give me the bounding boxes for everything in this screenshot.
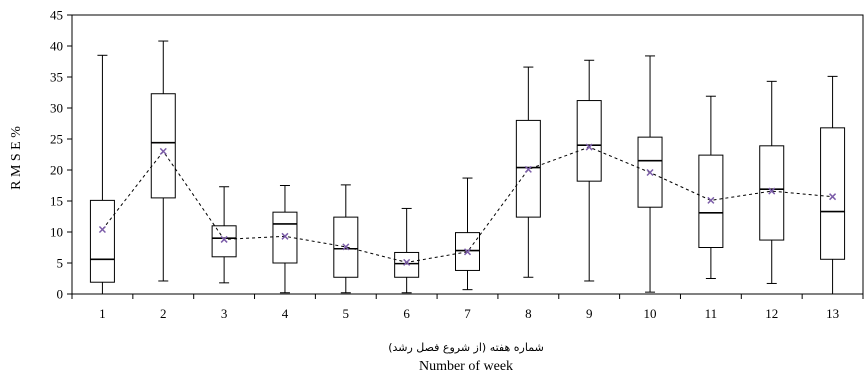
box-week-9 — [576, 59, 602, 282]
mean-marker — [646, 168, 654, 177]
box-week-2 — [150, 40, 176, 282]
y-axis: 0 5 10 15 20 25 30 35 40 45 — [50, 8, 72, 302]
x-tick-label: 13 — [826, 306, 839, 321]
y-tick-label: 25 — [50, 132, 63, 147]
y-tick-label: 45 — [50, 8, 63, 23]
box-week-6 — [394, 207, 420, 294]
mean-marker — [463, 248, 472, 256]
mean-marker-stroke — [220, 235, 228, 243]
mean-marker-stroke — [342, 243, 350, 251]
box-week-11 — [698, 95, 724, 279]
iqr-box — [89, 199, 115, 283]
x-axis: 1 2 3 4 5 6 7 8 9 10 11 12 13 — [71, 294, 864, 321]
y-tick-label: 10 — [50, 225, 63, 240]
mean-marker-stroke — [646, 168, 654, 177]
mean-marker — [342, 243, 350, 251]
boxes-layer — [89, 40, 846, 295]
plot-area — [71, 14, 864, 295]
plot-border — [71, 14, 864, 295]
mean-marker-stroke — [585, 143, 593, 151]
x-axis-title: Number of week — [419, 359, 513, 374]
x-axis-title-persian: شماره هفته (از شروع فصل رشد) — [388, 341, 544, 354]
x-tick-label: 3 — [221, 306, 228, 321]
x-tick-label: 8 — [525, 306, 532, 321]
mean-marker — [281, 232, 289, 240]
mean-marker-stroke — [281, 232, 289, 240]
mean-marker — [159, 147, 167, 155]
mean-marker — [829, 193, 837, 201]
x-tick-label: 9 — [586, 306, 593, 321]
box-week-12 — [759, 80, 785, 284]
box-week-5 — [333, 184, 359, 294]
mean-marker — [585, 143, 593, 151]
y-tick-label: 30 — [50, 101, 63, 116]
iqr-box — [211, 225, 237, 258]
y-axis-title: R M S E % — [9, 126, 24, 190]
y-tick-label: 35 — [50, 70, 63, 85]
iqr-box — [394, 251, 420, 278]
box-week-7 — [455, 177, 480, 291]
y-tick-label: 20 — [50, 163, 63, 178]
box-week-13 — [820, 75, 846, 295]
box-week-8 — [515, 66, 541, 278]
mean-marker — [707, 196, 715, 204]
box-week-1 — [89, 54, 115, 295]
x-tick-label: 6 — [403, 306, 410, 321]
mean-marker-stroke — [829, 193, 837, 201]
iqr-box — [150, 93, 176, 199]
y-tick-label: 5 — [57, 256, 64, 271]
box-week-4 — [272, 185, 298, 294]
mean-trend-layer — [98, 143, 837, 266]
iqr-box — [759, 145, 785, 241]
x-tick-label: 5 — [343, 306, 350, 321]
x-tick-label: 1 — [99, 306, 106, 321]
mean-marker — [98, 225, 106, 234]
box-week-10 — [637, 55, 663, 293]
x-tick-label: 12 — [765, 306, 778, 321]
mean-marker-stroke — [524, 165, 532, 173]
mean-marker-stroke — [403, 258, 411, 266]
mean-marker — [403, 258, 411, 266]
mean-marker-stroke — [159, 147, 167, 155]
mean-marker — [768, 187, 776, 195]
box-week-3 — [211, 186, 237, 284]
iqr-box — [576, 100, 602, 182]
x-tick-label: 11 — [705, 306, 718, 321]
x-tick-label: 7 — [464, 306, 471, 321]
x-tick-label: 10 — [644, 306, 657, 321]
y-tick-label: 15 — [50, 194, 63, 209]
mean-marker — [524, 165, 532, 173]
x-tick-label: 4 — [282, 306, 289, 321]
iqr-box — [272, 211, 298, 264]
mean-marker-stroke — [98, 225, 106, 234]
y-tick-label: 0 — [57, 287, 64, 302]
y-tick-label: 40 — [50, 39, 63, 54]
mean-marker-stroke — [707, 196, 715, 204]
mean-marker-stroke — [463, 248, 472, 256]
mean-marker-stroke — [768, 187, 776, 195]
x-tick-label: 2 — [160, 306, 167, 321]
iqr-box — [820, 127, 846, 260]
mean-marker — [220, 235, 228, 243]
